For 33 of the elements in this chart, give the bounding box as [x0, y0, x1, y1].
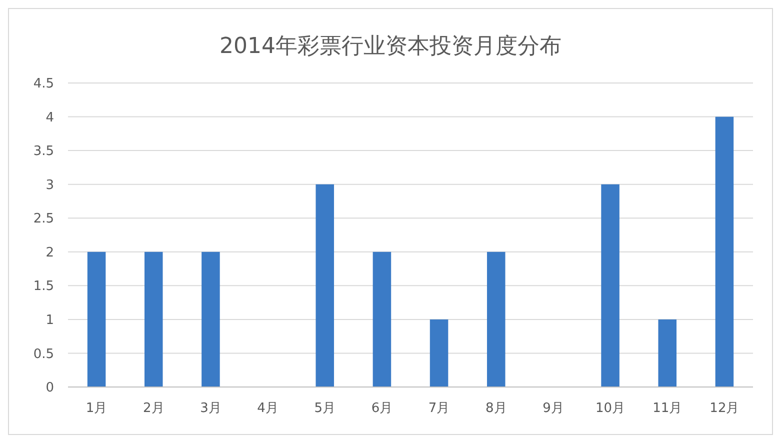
bar	[601, 184, 620, 387]
y-tick-label: 1.5	[33, 279, 54, 294]
bar	[658, 319, 677, 387]
bar	[144, 252, 163, 387]
y-tick-label: 4.5	[33, 76, 54, 92]
x-tick-label: 4月	[257, 401, 278, 416]
bar	[202, 252, 220, 387]
x-tick-label: 6月	[371, 401, 393, 416]
y-tick-label: 2.5	[33, 212, 54, 227]
x-tick-label: 3月	[200, 401, 222, 416]
bar	[430, 319, 448, 387]
y-tick-label: 0	[46, 380, 54, 396]
x-tick-label: 8月	[485, 401, 507, 416]
x-tick-label: 11月	[652, 401, 682, 416]
x-tick-label: 12月	[710, 401, 740, 416]
bar	[372, 252, 392, 387]
y-tick-label: 2	[46, 245, 54, 260]
x-tick-label: 10月	[596, 401, 626, 416]
y-tick-label: 3.5	[33, 144, 54, 160]
x-tick-label: 9月	[542, 401, 564, 416]
bar	[486, 252, 506, 387]
bar	[87, 252, 106, 387]
y-tick-label: 4	[46, 110, 54, 126]
x-tick-label: 5月	[314, 401, 336, 416]
x-tick-label: 2月	[142, 401, 164, 416]
x-tick-label: 1月	[86, 401, 108, 416]
x-tick-label: 7月	[428, 401, 450, 416]
y-tick-label: 3	[46, 178, 54, 193]
y-tick-label: 1	[46, 312, 54, 328]
y-tick-label: 0.5	[33, 346, 54, 362]
chart-title: 2014年彩票行业资本投资月度分布	[220, 34, 562, 59]
bar	[316, 184, 334, 387]
bar	[715, 116, 734, 387]
